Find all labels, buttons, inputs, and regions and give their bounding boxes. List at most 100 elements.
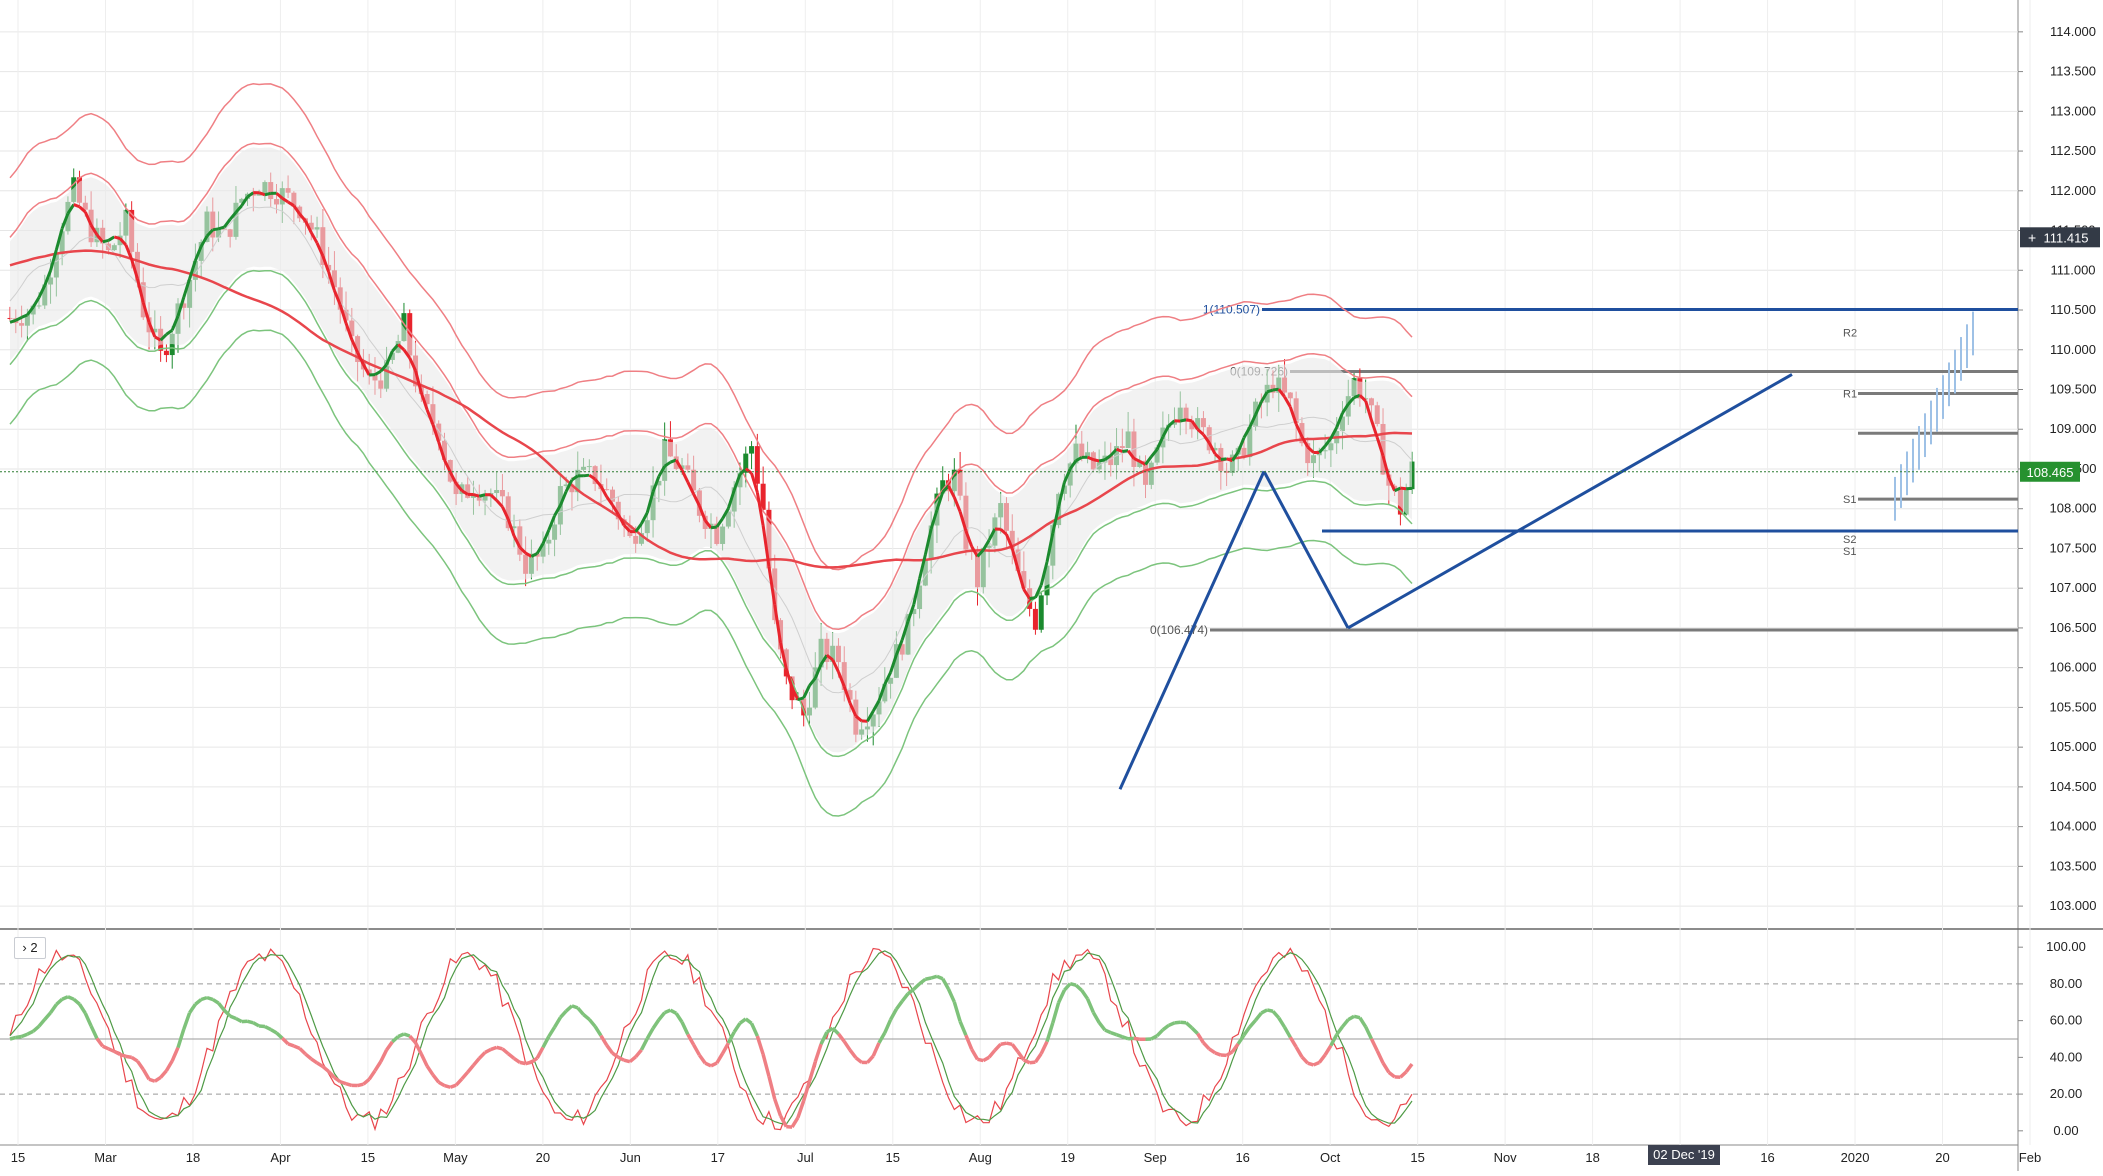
momentum-segment xyxy=(1001,1043,1007,1044)
fast-ma-segment xyxy=(1117,449,1123,451)
candle-body xyxy=(1033,609,1038,630)
momentum-segment xyxy=(398,1034,404,1036)
pivot-label: S2 xyxy=(1843,534,1856,546)
price-tick-label: 104.000 xyxy=(2050,819,2097,834)
oscillator-collapse-button[interactable]: › 2 xyxy=(14,937,46,959)
fast-ma-segment xyxy=(265,193,271,195)
momentum-segment xyxy=(1314,1063,1320,1065)
candle-body xyxy=(749,446,754,453)
momentum-segment xyxy=(207,998,213,1000)
momentum-segment xyxy=(404,1034,410,1036)
fast-ma-segment xyxy=(1267,390,1273,392)
price-tick-label: 113.000 xyxy=(2050,103,2096,118)
momentum-segment xyxy=(1006,1043,1012,1044)
momentum-segment xyxy=(230,1016,236,1018)
momentum-segment xyxy=(1215,1053,1221,1055)
fast-ma-segment xyxy=(219,227,225,229)
time-tick-label: 16 xyxy=(1760,1150,1774,1165)
momentum-segment xyxy=(103,1046,109,1049)
fast-ma-segment xyxy=(584,475,590,476)
oscillator-pane-label: 2 xyxy=(30,940,37,955)
oscillator-tick-label: 0.00 xyxy=(2053,1123,2078,1138)
fast-ma-segment xyxy=(10,320,16,322)
momentum-segment xyxy=(68,997,74,999)
momentum-segment xyxy=(1267,1010,1273,1011)
momentum-segment xyxy=(520,1062,526,1063)
price-tick-label: 106.500 xyxy=(2050,620,2097,635)
momentum-segment xyxy=(340,1082,346,1084)
fast-ma-segment xyxy=(711,527,717,528)
fast-ma-segment xyxy=(1400,488,1406,489)
pivot-label: R2 xyxy=(1843,327,1857,339)
chevron-right-icon: › xyxy=(22,940,26,955)
momentum-segment xyxy=(248,1021,254,1022)
oscillator-tick-label: 80.00 xyxy=(2050,976,2083,991)
momentum-segment xyxy=(1169,1023,1175,1026)
momentum-segment xyxy=(1174,1022,1180,1023)
pivot-label: R1 xyxy=(1843,388,1857,400)
price-tick-label: 114.000 xyxy=(2050,24,2096,39)
pivot-label: S1 xyxy=(1843,546,1856,558)
candle-body xyxy=(761,484,766,510)
time-tick-label: Jul xyxy=(797,1150,814,1165)
momentum-segment xyxy=(22,1034,28,1036)
fast-ma-segment xyxy=(259,193,265,195)
fib-level-label: 1(110.507) xyxy=(1203,302,1260,316)
momentum-segment xyxy=(526,1062,532,1063)
momentum-segment xyxy=(705,1063,711,1066)
price-tick-label: 104.500 xyxy=(2050,779,2097,794)
time-tick-label: Apr xyxy=(270,1150,291,1165)
time-tick-label: 15 xyxy=(1410,1150,1424,1165)
momentum-segment xyxy=(450,1085,456,1087)
fast-ma-segment xyxy=(1099,460,1105,461)
time-tick-label: 18 xyxy=(186,1150,200,1165)
oscillator-tick-label: 20.00 xyxy=(2050,1086,2083,1101)
momentum-segment xyxy=(925,978,931,979)
time-tick-label: Sep xyxy=(1144,1150,1167,1165)
momentum-segment xyxy=(1117,1035,1123,1037)
momentum-segment xyxy=(931,976,937,978)
time-tick-label: Aug xyxy=(969,1150,992,1165)
momentum-segment xyxy=(10,1038,16,1039)
momentum-segment xyxy=(126,1056,132,1057)
momentum-segment xyxy=(346,1084,352,1086)
momentum-segment xyxy=(977,1059,983,1060)
fast-ma-segment xyxy=(1186,420,1192,421)
time-tick-label: 19 xyxy=(1061,1150,1075,1165)
oscillator-tick-label: 60.00 xyxy=(2050,1013,2083,1028)
momentum-segment xyxy=(497,1047,503,1048)
momentum-segment xyxy=(1122,1037,1128,1039)
momentum-segment xyxy=(1111,1033,1117,1035)
momentum-segment xyxy=(201,998,207,1000)
fast-ma-segment xyxy=(1180,420,1186,421)
time-tick-label: 15 xyxy=(886,1150,900,1165)
momentum-segment xyxy=(108,1049,114,1052)
momentum-segment xyxy=(288,1044,294,1046)
momentum-segment xyxy=(1105,1030,1111,1033)
oscillator-tick-label: 100.00 xyxy=(2046,939,2086,954)
momentum-segment xyxy=(120,1054,126,1056)
momentum-segment xyxy=(358,1084,364,1085)
momentum-segment xyxy=(149,1079,155,1081)
price-tick-label: 107.000 xyxy=(2050,580,2097,595)
time-tick-label: 20 xyxy=(536,1150,550,1165)
fast-ma-segment xyxy=(473,495,479,497)
momentum-segment xyxy=(1030,1062,1036,1063)
time-tick-label: 20 xyxy=(1935,1150,1949,1165)
price-tick-label: 109.500 xyxy=(2050,381,2097,396)
momentum-segment xyxy=(294,1046,300,1048)
time-tick-label: 18 xyxy=(1585,1150,1599,1165)
price-tick-label: 105.500 xyxy=(2050,699,2097,714)
candle-body xyxy=(164,351,169,355)
last-price-label: 108.465 xyxy=(2027,465,2074,480)
candle-body xyxy=(1039,595,1044,629)
fast-ma-segment xyxy=(798,698,804,700)
price-tick-label: 105.000 xyxy=(2050,739,2097,754)
price-tick-label: 103.500 xyxy=(2050,858,2097,873)
time-tick-label: Nov xyxy=(1494,1150,1518,1165)
price-tick-label: 106.000 xyxy=(2050,660,2097,675)
price-tick-label: 112.500 xyxy=(2050,143,2096,158)
time-tick-label: 15 xyxy=(361,1150,375,1165)
